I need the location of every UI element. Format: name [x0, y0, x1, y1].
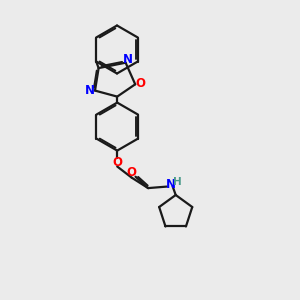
Text: H: H [173, 177, 182, 188]
Text: N: N [123, 52, 133, 66]
Text: O: O [126, 166, 136, 179]
Text: N: N [166, 178, 176, 191]
Text: O: O [112, 155, 122, 169]
Text: O: O [136, 77, 146, 90]
Text: N: N [85, 83, 95, 97]
